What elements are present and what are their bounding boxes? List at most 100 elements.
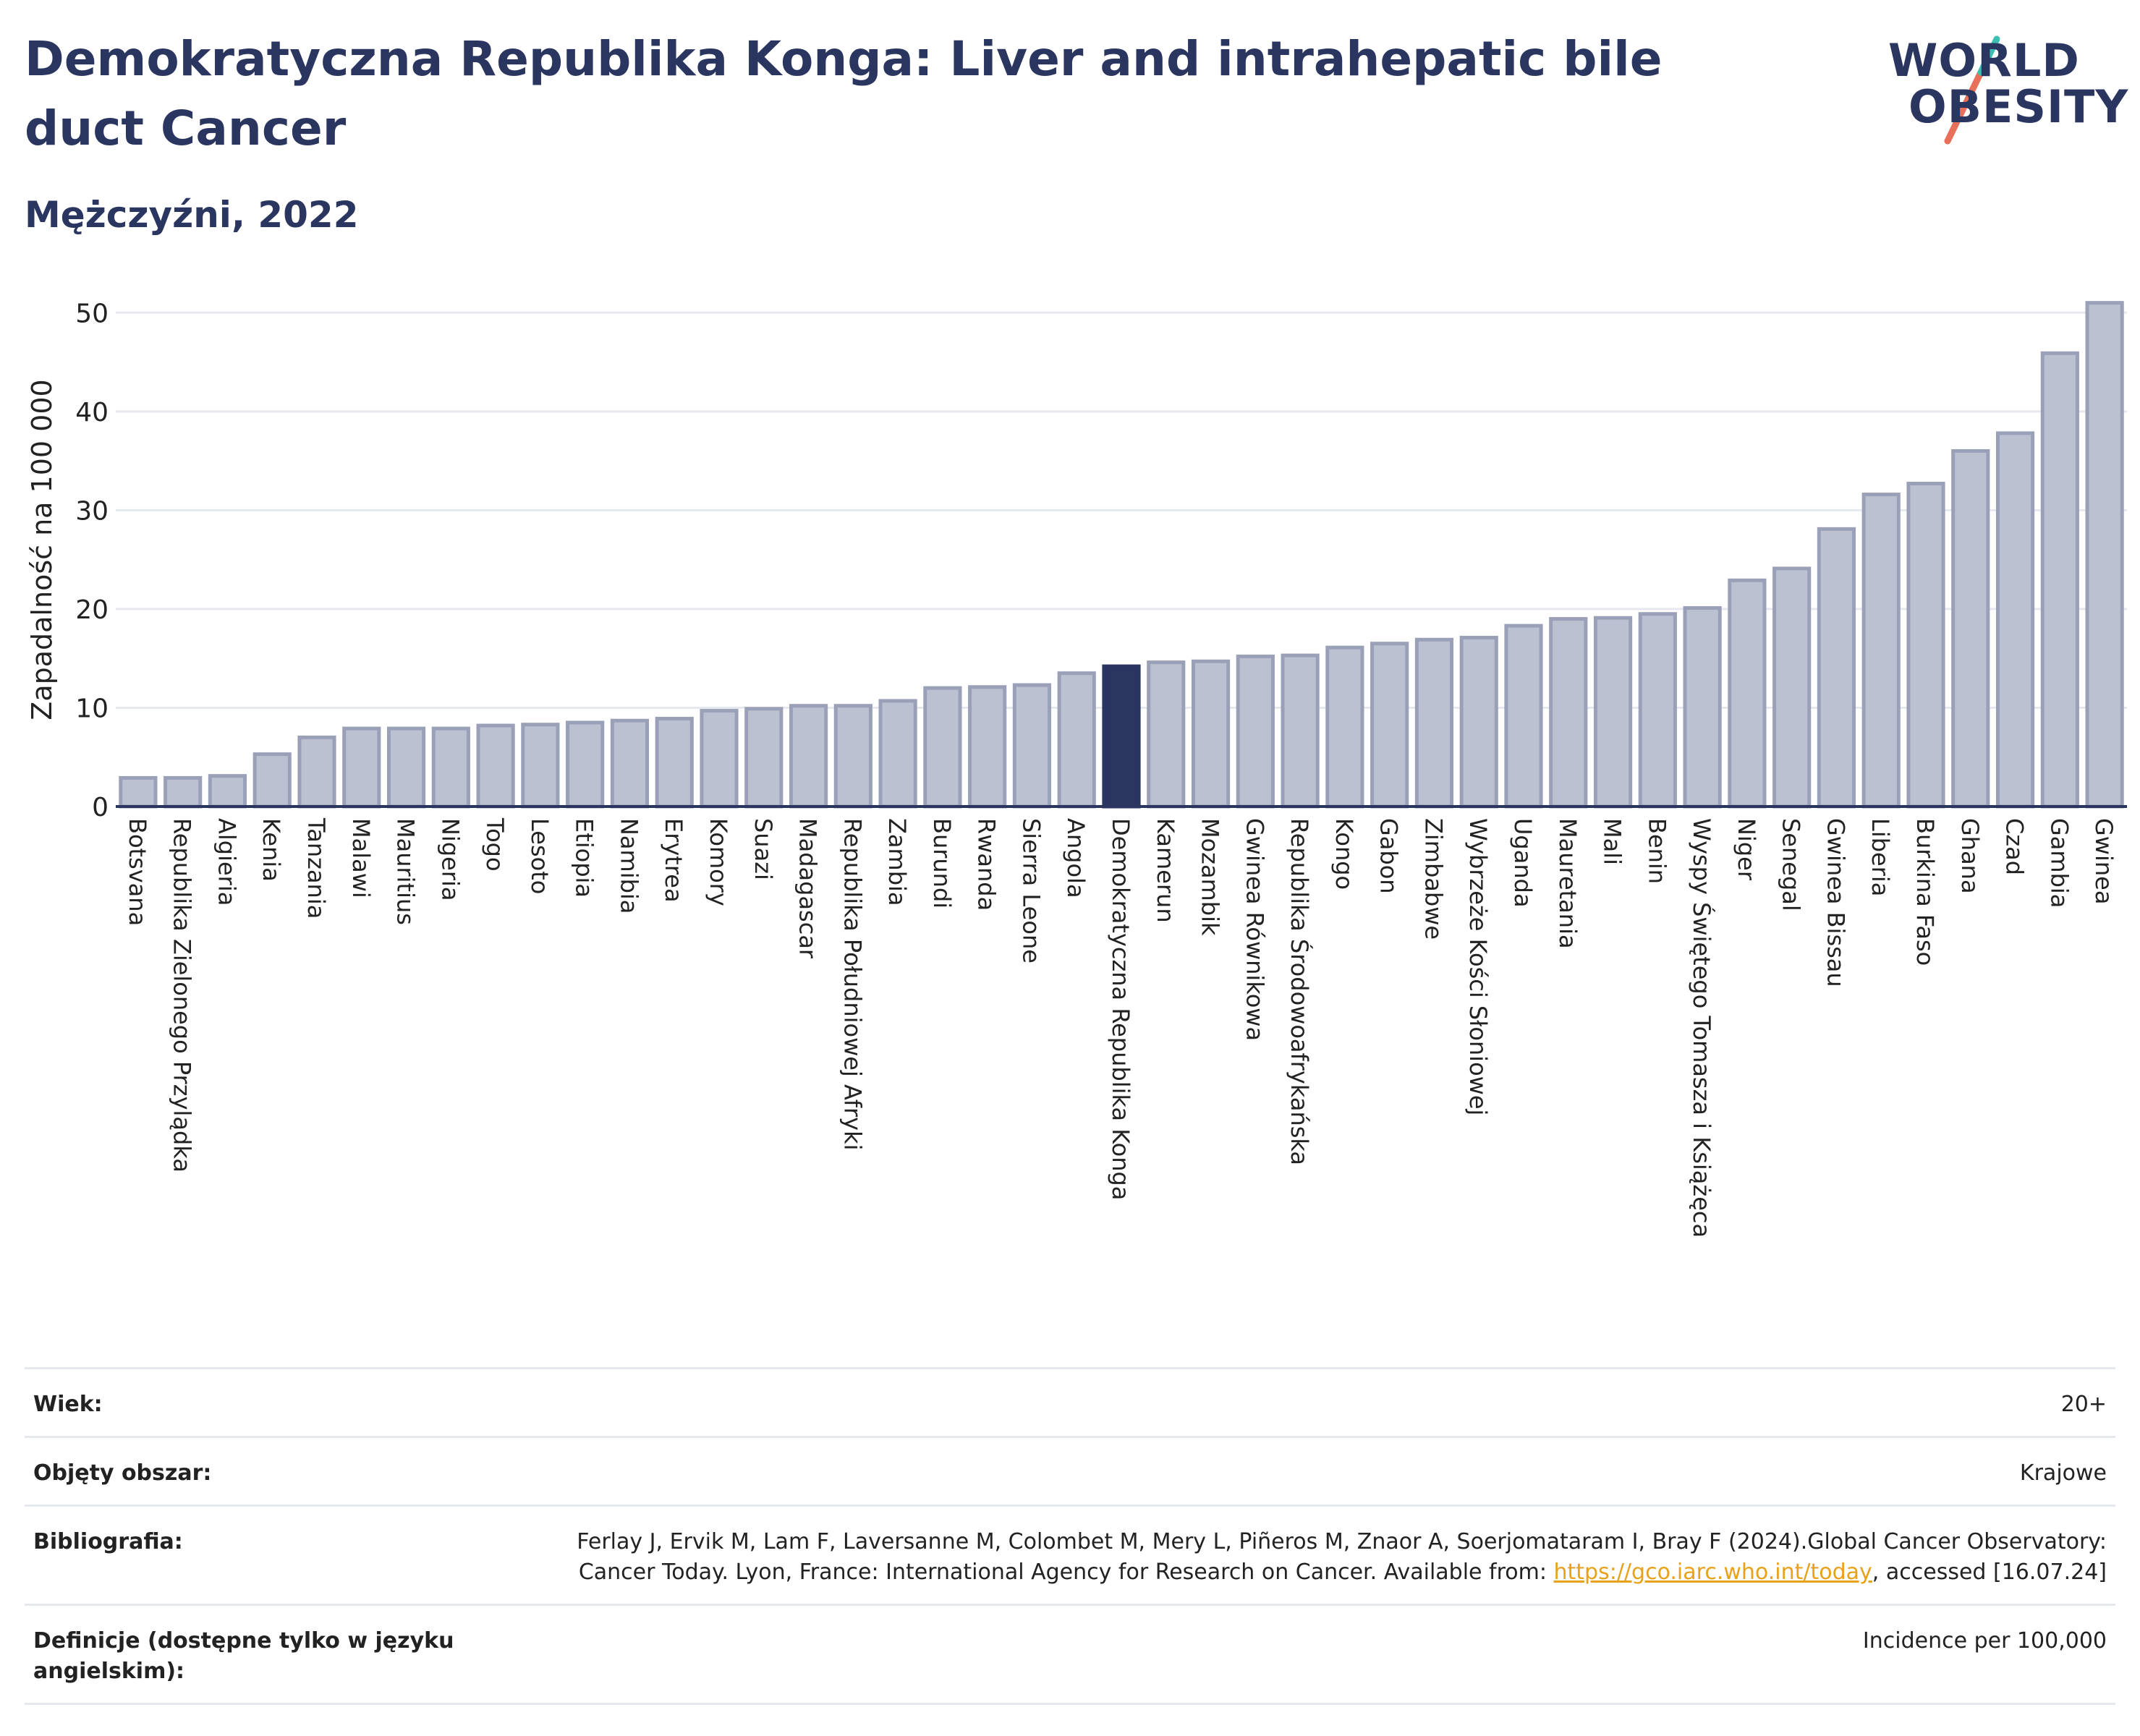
bar [1638,612,1677,809]
y-tick-label: 30 [75,496,109,526]
x-tick-label: Algieria [213,818,240,906]
info-row-age: Wiek: 20+ [25,1367,2115,1436]
bar [1861,493,1901,809]
bar [342,726,381,809]
x-tick-label: Lesoto [526,818,553,894]
x-tick-label: Madagascar [794,818,822,959]
bar [1325,645,1364,809]
info-row-bibliography: Bibliografia: Ferlay J, Ervik M, Lam F, … [25,1505,2115,1604]
x-tick-label: Suazi [750,818,777,880]
bar [610,718,650,809]
info-value: Incidence per 100,000 [1862,1628,2107,1654]
bar [1906,482,1945,809]
x-tick-label: Gambia [2045,818,2073,908]
bar [431,726,470,809]
x-tick-label: Kamerun [1152,818,1179,923]
x-tick-label: Rwanda [973,818,1001,911]
x-tick-label: Gwinea Bissau [1822,818,1849,987]
x-tick-label: Gabon [1375,818,1403,894]
x-tick-label: Botsvana [124,818,151,926]
bar [700,709,739,809]
info-key: Objęty obszar: [33,1460,212,1486]
bar [789,704,828,809]
bar [1772,566,1812,809]
bar [923,686,962,809]
x-tick-label: Zimbabwe [1419,818,1447,940]
bar [878,699,917,809]
x-tick-label: Mauretania [1554,818,1581,949]
x-tick-label: Uganda [1509,818,1537,908]
x-tick-label: Mauritius [392,818,420,925]
info-table: Wiek: 20+ Objęty obszar: Krajowe Bibliog… [25,1367,2115,1705]
bar [1147,660,1186,809]
x-tick-label: Ghana [1956,818,1984,894]
info-key: Definicje (dostępne tylko w języku angie… [33,1628,454,1684]
logo-text-obesity: OBESITY [1908,80,2129,133]
x-tick-label: Zambia [883,818,911,906]
bar [386,726,426,809]
x-tick-label: Benin [1643,818,1670,884]
y-tick-label: 10 [75,694,109,723]
bar [1728,578,1767,809]
x-tick-label: Malawi [347,818,375,898]
world-obesity-logo[interactable]: WORLD OBESITY [1888,22,2129,152]
x-tick-label: Komory [705,818,732,906]
x-tick-label: Mali [1599,818,1626,865]
bar [744,707,784,809]
bar [1057,671,1096,809]
bar [1995,431,2035,809]
x-tick-label: Wyspy Świętego Tomasza i Książęca [1688,818,1716,1238]
x-tick-label: Liberia [1867,818,1894,896]
info-key: Bibliografia: [33,1529,183,1554]
bar [1370,642,1409,809]
x-tick-label: Erytrea [660,818,687,903]
x-tick-label: Etiopia [571,818,598,898]
bar [1951,448,1990,809]
bar [164,775,203,809]
x-tick-label: Nigeria [436,818,464,901]
bar [1281,653,1320,809]
bar [1102,664,1141,809]
bar [297,735,336,809]
x-tick-label: Czad [2001,818,2029,875]
chart-subtitle: Mężczyźni, 2022 [25,194,359,236]
info-key: Wiek: [33,1392,103,1417]
bar [1012,683,1052,809]
bar [119,775,158,809]
bar [968,685,1007,809]
bar [1191,659,1231,809]
x-tick-label: Demokratyczna Republika Konga [1107,818,1134,1200]
bar [1236,654,1275,809]
x-tick-label: Senegal [1778,818,1805,911]
bar [252,752,292,809]
source-link[interactable]: https://gco.iarc.who.int/today [1553,1560,1872,1585]
info-row-area: Objęty obszar: Krajowe [25,1436,2115,1505]
chart-title: Demokratyczna Republika Konga: Liver and… [25,31,1663,156]
bar [1414,637,1454,809]
bibliography-text: Ferlay J, Ervik M, Lam F, Laversanne M, … [577,1529,2107,1585]
x-tick-label: Niger [1733,818,1760,881]
bar [2040,351,2079,809]
bar [1549,617,1588,809]
x-tick-label: Republika Środowoafrykańska [1286,818,1314,1165]
bar [833,704,872,809]
x-tick-label: Angola [1062,818,1090,898]
info-value: Krajowe [2019,1460,2107,1486]
x-tick-label: Tanzania [302,817,330,919]
x-tick-label: Wybrzeże Kości Słoniowej [1464,818,1492,1115]
x-tick-label: Sierra Leone [1017,818,1045,963]
x-tick-label: Togo [481,817,509,872]
bar [566,720,605,809]
y-tick-label: 40 [75,398,109,427]
x-tick-label: Gwinea Równikowa [1241,818,1268,1041]
info-value: 20+ [2060,1392,2107,1417]
x-tick-label: Burkina Faso [1911,818,1939,966]
bar [521,723,560,809]
x-tick-label: Burundi [928,818,956,909]
x-tick-label: Mozambik [1197,818,1224,936]
y-tick-label: 0 [92,793,109,822]
bar [476,723,515,809]
x-tick-label: Republika Zielonego Przylądka [169,818,196,1173]
bar [2085,301,2124,809]
y-tick-label: 50 [75,299,109,328]
